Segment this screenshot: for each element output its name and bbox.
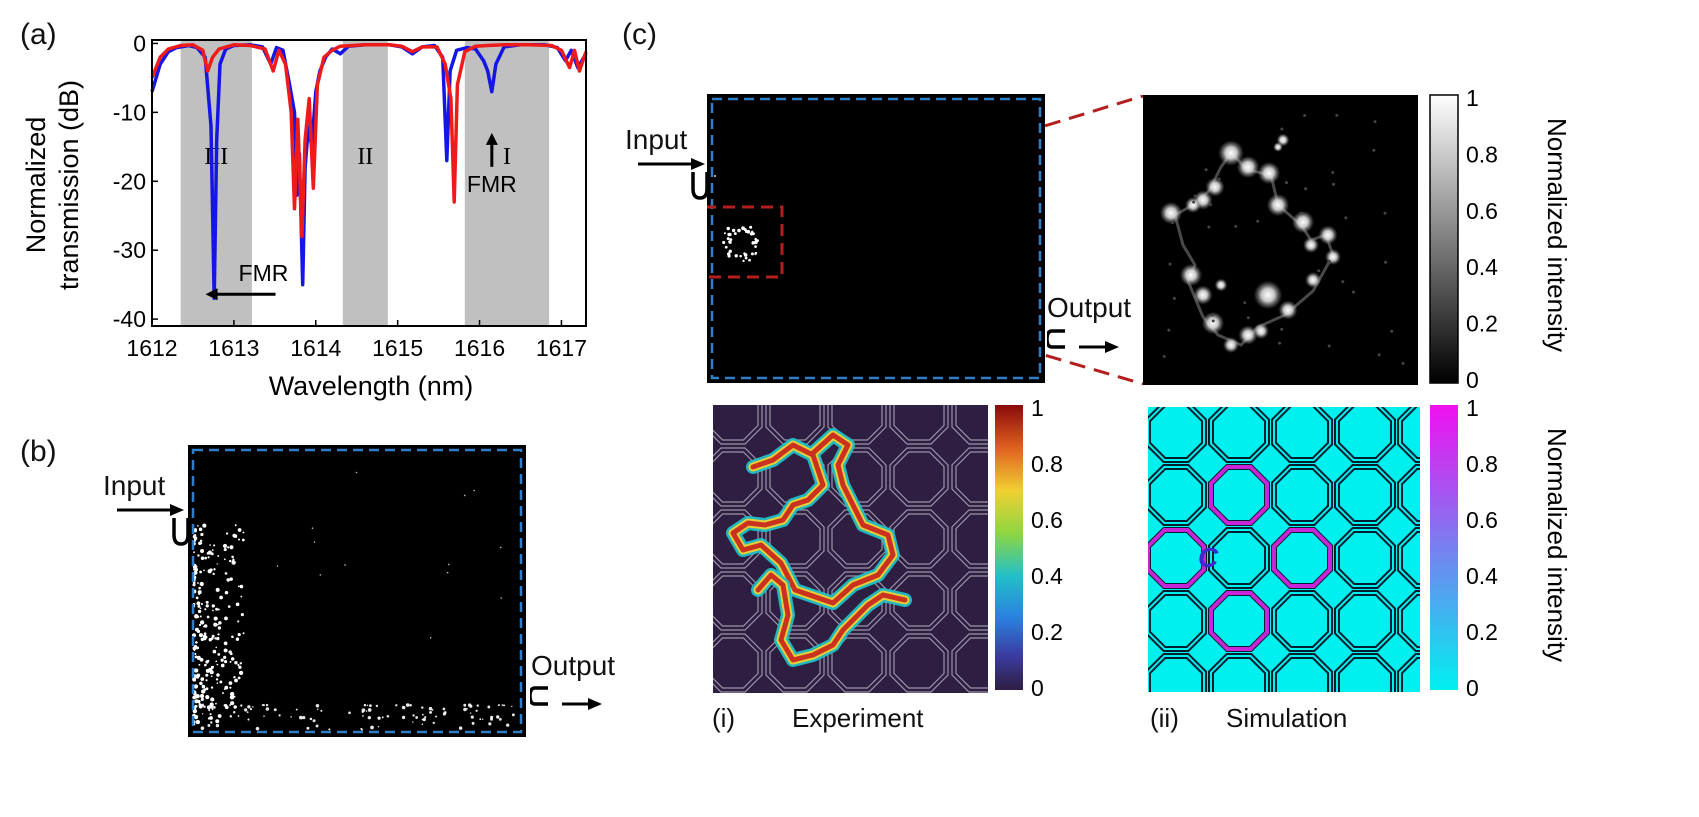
svg-text:FMR: FMR xyxy=(467,171,517,197)
colorbar-tick: 0.2 xyxy=(1466,619,1498,645)
colorbar-tick: 0.6 xyxy=(1031,507,1063,533)
x-tick-label: 1616 xyxy=(454,335,505,361)
c-output-arrow-icon xyxy=(1047,329,1119,353)
colorbar-tick: 0 xyxy=(1031,675,1044,700)
c-input-arrow-icon xyxy=(638,158,709,200)
x-axis-label: Wavelength (nm) xyxy=(269,371,474,401)
b-output-label: Output xyxy=(531,650,616,681)
experiment-heatmap xyxy=(713,405,988,693)
sim-colorbar-label: Normalized intensity xyxy=(1542,428,1568,662)
zoom-box xyxy=(707,205,784,279)
series-red xyxy=(150,43,588,239)
gray-colorbar-label: Normalized intensity xyxy=(1542,118,1568,352)
colorbar-tick: 0.6 xyxy=(1466,507,1498,533)
colorbar-tick: 0.4 xyxy=(1031,563,1063,589)
x-tick-label: 1614 xyxy=(290,335,341,361)
y-axis-label-line2: transmission (dB) xyxy=(54,80,84,290)
jet-colorbar: 1 0.8 0.6 0.4 0.2 0 xyxy=(995,400,1063,700)
y-tick-label: -40 xyxy=(113,306,146,332)
colorbar-tick: 1 xyxy=(1031,400,1044,421)
x-tick-label: 1617 xyxy=(536,335,587,361)
colorbar-tick: 0.4 xyxy=(1466,254,1498,280)
gray-colorbar: 1 0.8 0.6 0.4 0.2 0 xyxy=(1429,90,1498,390)
colorbar-tick: 0.4 xyxy=(1466,563,1498,589)
panel-label-a: (a) xyxy=(20,18,57,51)
c-output-label: Output xyxy=(1047,292,1132,323)
resonant-ring xyxy=(1209,591,1269,651)
device-image-b xyxy=(188,445,526,737)
cell-label-c: C xyxy=(1198,542,1219,573)
simulation-lattice: C xyxy=(1148,407,1420,692)
y-tick-label: -20 xyxy=(113,168,146,194)
zoomed-intensity-image xyxy=(1143,95,1418,385)
panel-label-ci: (i) xyxy=(712,703,736,733)
svg-text:Normalized intensity: Normalized intensity xyxy=(1542,118,1568,352)
resonant-ring xyxy=(1209,465,1269,525)
colorbar-tick: 1 xyxy=(1466,400,1479,421)
colorbar-tick: 0.6 xyxy=(1466,198,1498,224)
panel-label-cii: (ii) xyxy=(1150,703,1179,733)
sim-colorbar: 1 0.8 0.6 0.4 0.2 0 xyxy=(1430,400,1498,700)
y-axis-label-line1: Normalized xyxy=(21,117,51,254)
b-input-label: Input xyxy=(103,470,166,501)
svg-text:FMR: FMR xyxy=(239,260,289,286)
resonant-ring xyxy=(1148,528,1206,588)
colorbar-tick: 1 xyxy=(1466,90,1479,111)
band-label: I xyxy=(503,144,511,170)
y-tick-label: -10 xyxy=(113,99,146,125)
x-tick-label: 1612 xyxy=(126,335,177,361)
panel-label-c: (c) xyxy=(622,18,657,51)
device-image-c xyxy=(707,94,1045,383)
c-input-label: Input xyxy=(625,124,688,155)
colorbar-tick: 0 xyxy=(1466,675,1479,700)
fmr-annotation: FMR xyxy=(467,132,517,197)
y-tick-label: -30 xyxy=(113,237,146,263)
plot-frame xyxy=(151,39,587,327)
colorbar-tick: 0.8 xyxy=(1466,141,1498,167)
x-tick-label: 1613 xyxy=(208,335,259,361)
c-frame-dash xyxy=(710,97,1042,380)
x-tick-label: 1615 xyxy=(372,335,423,361)
experiment-label: Experiment xyxy=(792,703,924,733)
band-label: II xyxy=(357,144,373,170)
transmission-chart: III II I 1612 1613 1614 1615 1616 16170-10-20-3… xyxy=(21,30,588,401)
panel-label-b: (b) xyxy=(20,435,57,468)
colorbar-tick: 0.2 xyxy=(1031,619,1063,645)
band-3 xyxy=(464,40,550,326)
b-frame-dash xyxy=(191,448,523,734)
colorbar-tick: 0.8 xyxy=(1466,451,1498,477)
colorbar-tick: 0.8 xyxy=(1031,451,1063,477)
b-output-arrow-icon xyxy=(530,686,602,710)
resonant-ring xyxy=(1272,528,1332,588)
colorbar-tick: 0.2 xyxy=(1466,311,1498,337)
simulation-label: Simulation xyxy=(1226,703,1348,733)
b-input-arrow-icon xyxy=(117,504,190,546)
band-2 xyxy=(342,40,388,326)
colorbar-tick: 0 xyxy=(1466,367,1479,390)
y-tick-label: 0 xyxy=(133,30,146,56)
fmr-annotation: FMR xyxy=(205,260,289,301)
svg-text:Normalized intensity: Normalized intensity xyxy=(1542,428,1568,662)
